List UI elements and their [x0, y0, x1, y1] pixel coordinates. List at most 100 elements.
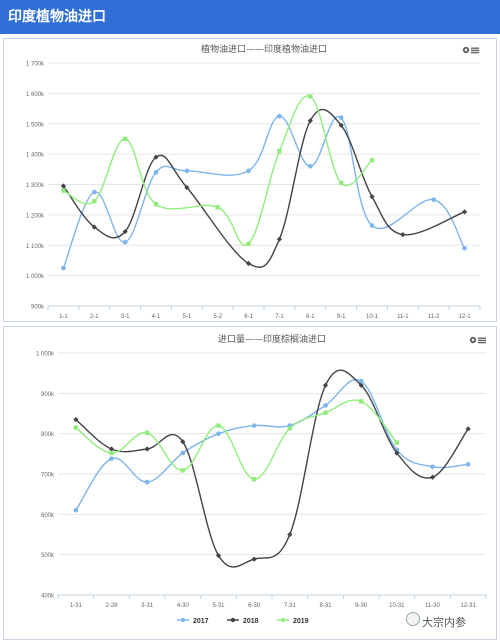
- chart-menu-gear-icon[interactable]: [469, 336, 486, 344]
- data-point-2017[interactable]: [91, 189, 97, 195]
- data-point-2018[interactable]: [394, 450, 400, 456]
- data-point-2017[interactable]: [277, 113, 282, 119]
- x-tick-label: 9-1: [337, 314, 346, 320]
- legend-item-2018[interactable]: 2018: [227, 617, 259, 625]
- x-tick-label: 6-1: [244, 314, 253, 320]
- data-point-2019[interactable]: [369, 158, 375, 163]
- data-point-2019[interactable]: [122, 136, 128, 142]
- data-point-2018[interactable]: [338, 122, 344, 128]
- x-tick-label: 3-31: [141, 603, 154, 609]
- x-tick-label: 11-2: [428, 314, 440, 320]
- x-tick-label: 8-1: [306, 314, 315, 320]
- x-tick-label: 5-31: [212, 603, 225, 609]
- x-tick-label: 1-1: [59, 314, 68, 320]
- data-point-2018[interactable]: [400, 232, 406, 238]
- data-point-2018[interactable]: [251, 556, 257, 562]
- y-tick-label: 1 300k: [26, 183, 45, 189]
- data-point-2019[interactable]: [144, 430, 150, 436]
- data-point-2017[interactable]: [430, 464, 435, 470]
- data-point-2018[interactable]: [153, 154, 159, 160]
- chart-title: 进口量——印度棕榈油进口: [218, 333, 326, 345]
- data-point-2018[interactable]: [180, 439, 186, 445]
- data-point-2017[interactable]: [358, 378, 364, 384]
- x-tick-label: 8-31: [319, 603, 332, 609]
- data-point-2018[interactable]: [91, 224, 97, 230]
- data-point-2019[interactable]: [308, 94, 313, 99]
- data-point-2019[interactable]: [251, 477, 257, 482]
- y-tick-label: 1 200k: [26, 213, 45, 219]
- data-point-2017[interactable]: [251, 423, 257, 428]
- data-point-2019[interactable]: [358, 399, 364, 404]
- data-point-2019[interactable]: [277, 148, 282, 154]
- data-point-2019[interactable]: [287, 426, 293, 431]
- series-line-2019: [63, 95, 373, 247]
- chart-menu-gear-icon[interactable]: [462, 46, 479, 54]
- data-point-2017[interactable]: [144, 479, 150, 485]
- data-point-2018[interactable]: [60, 183, 67, 189]
- data-point-2018[interactable]: [144, 446, 150, 452]
- x-tick-label: 11-30: [425, 603, 441, 609]
- data-point-2017[interactable]: [122, 239, 128, 245]
- data-point-2018[interactable]: [108, 446, 115, 452]
- data-point-2017[interactable]: [153, 170, 159, 175]
- vegetable-oil-import-chart: 植物油进口——印度植物油进口 900k 1 000k 1 100k 1 200k 1 30…: [26, 43, 481, 320]
- data-point-2019[interactable]: [153, 202, 159, 207]
- data-point-2019[interactable]: [61, 188, 66, 193]
- data-point-2018[interactable]: [429, 474, 436, 480]
- data-point-2019[interactable]: [92, 199, 97, 204]
- data-point-2018[interactable]: [184, 184, 190, 191]
- data-point-2018[interactable]: [369, 194, 375, 200]
- data-point-2017[interactable]: [216, 431, 221, 436]
- data-point-2019[interactable]: [323, 410, 328, 415]
- y-tick-label: 800k: [41, 432, 55, 438]
- watermark-text: 大宗内参: [422, 616, 466, 629]
- data-point-2017[interactable]: [184, 168, 190, 174]
- y-tick-label: 500k: [41, 553, 55, 559]
- y-tick-label: 600k: [41, 513, 55, 519]
- data-point-2018[interactable]: [358, 382, 364, 388]
- data-point-2019[interactable]: [216, 423, 221, 428]
- x-tick-label: 5-1: [183, 314, 192, 320]
- data-point-2018[interactable]: [322, 382, 329, 388]
- data-point-2017[interactable]: [109, 456, 114, 461]
- data-point-2017[interactable]: [465, 462, 471, 467]
- legend-item-2019[interactable]: 2019: [277, 617, 309, 625]
- y-tick-label: 1 700k: [26, 62, 45, 68]
- data-point-2017[interactable]: [338, 115, 344, 120]
- data-point-2017[interactable]: [180, 450, 186, 456]
- data-point-2017[interactable]: [431, 197, 437, 202]
- data-point-2017[interactable]: [369, 223, 375, 228]
- data-point-2018[interactable]: [287, 531, 293, 538]
- data-point-2017[interactable]: [323, 403, 328, 408]
- data-point-2019[interactable]: [394, 440, 400, 445]
- data-point-2017[interactable]: [246, 168, 251, 174]
- x-tick-label: 11-1: [397, 314, 409, 320]
- data-point-2018[interactable]: [276, 236, 283, 242]
- data-point-2019[interactable]: [246, 241, 251, 246]
- data-point-2019[interactable]: [180, 468, 186, 473]
- legend-label: 2019: [293, 618, 309, 625]
- y-tick-label: 700k: [41, 473, 55, 479]
- data-point-2018[interactable]: [307, 118, 313, 124]
- x-tick-label: 9-30: [355, 603, 368, 609]
- data-point-2017[interactable]: [462, 245, 467, 251]
- data-point-2018[interactable]: [122, 228, 128, 235]
- palm-oil-import-chart-panel: 进口量——印度棕榈油进口 400k 500k 600k 700k 800k 900k 1 00…: [3, 326, 497, 640]
- data-point-2017[interactable]: [307, 163, 313, 169]
- data-point-2018[interactable]: [465, 426, 471, 432]
- page-title: 印度植物油进口: [0, 0, 500, 34]
- watermark-logo-icon: [406, 612, 420, 626]
- data-point-2017[interactable]: [73, 508, 79, 513]
- data-point-2019[interactable]: [73, 425, 79, 430]
- chart-title: 植物油进口——印度植物油进口: [201, 43, 327, 55]
- data-point-2019[interactable]: [338, 180, 344, 186]
- data-point-2018[interactable]: [461, 209, 468, 215]
- data-point-2019[interactable]: [215, 205, 220, 210]
- data-point-2019[interactable]: [109, 450, 114, 456]
- legend-label: 2017: [193, 618, 209, 625]
- legend-label: 2018: [243, 618, 259, 625]
- x-tick-label: 4-30: [177, 603, 190, 609]
- data-point-2018[interactable]: [215, 552, 222, 559]
- data-point-2017[interactable]: [61, 265, 66, 271]
- legend-item-2017[interactable]: 2017: [177, 617, 209, 625]
